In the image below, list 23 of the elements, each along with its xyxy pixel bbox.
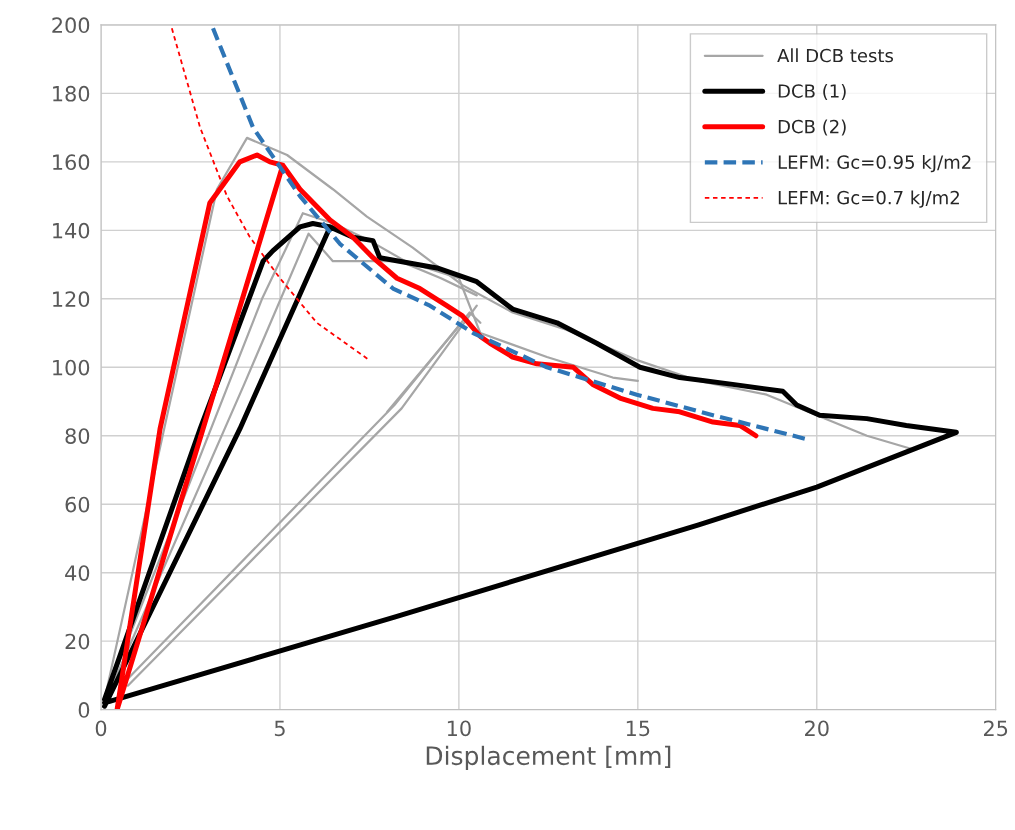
x-tick-label: 5 xyxy=(274,720,285,737)
y-tick-label: 80 xyxy=(65,428,90,444)
legend-label: All DCB tests xyxy=(777,48,894,63)
legend-label: LEFM: Gc=0.95 kJ/m2 xyxy=(778,154,971,173)
y-tick-label: 120 xyxy=(53,291,90,308)
x-tick-label: 15 xyxy=(626,720,650,737)
x-axis-title: Displacement [mm] xyxy=(426,745,671,770)
legend-label: LEFM: Gc=0.7 kJ/m2 xyxy=(778,190,959,208)
legend-label: DCB (1) xyxy=(778,83,846,100)
y-tick-label: 40 xyxy=(65,565,90,581)
y-tick-label: 0 xyxy=(78,702,90,718)
x-tick-label: 10 xyxy=(447,720,471,737)
x-tick-label: 0 xyxy=(95,720,107,737)
legend-label: DCB (2) xyxy=(778,119,846,136)
y-tick-label: 140 xyxy=(53,222,90,239)
y-tick-label: 20 xyxy=(65,633,90,650)
x-tick-label: 20 xyxy=(805,720,829,737)
y-tick-label: 160 xyxy=(53,154,90,171)
y-tick-label: 200 xyxy=(52,17,90,34)
y-tick-label: 100 xyxy=(53,359,90,376)
x-tick-label: 25 xyxy=(983,720,1008,737)
y-tick-label: 180 xyxy=(53,85,90,102)
y-tick-label: 60 xyxy=(65,496,90,513)
